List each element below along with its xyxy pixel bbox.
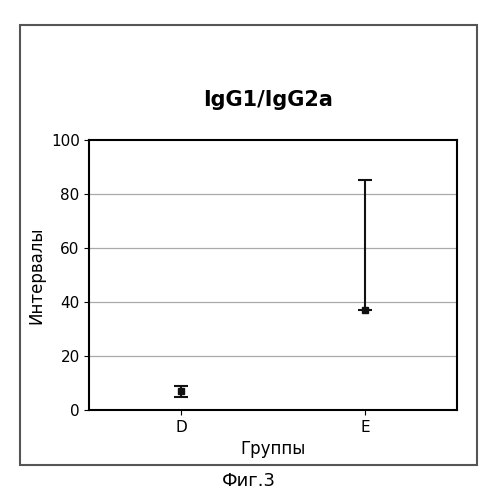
Y-axis label: Интервалы: Интервалы: [27, 226, 45, 324]
X-axis label: Группы: Группы: [241, 440, 306, 458]
Text: IgG1/IgG2a: IgG1/IgG2a: [203, 90, 333, 110]
Text: Фиг.3: Фиг.3: [222, 472, 275, 490]
